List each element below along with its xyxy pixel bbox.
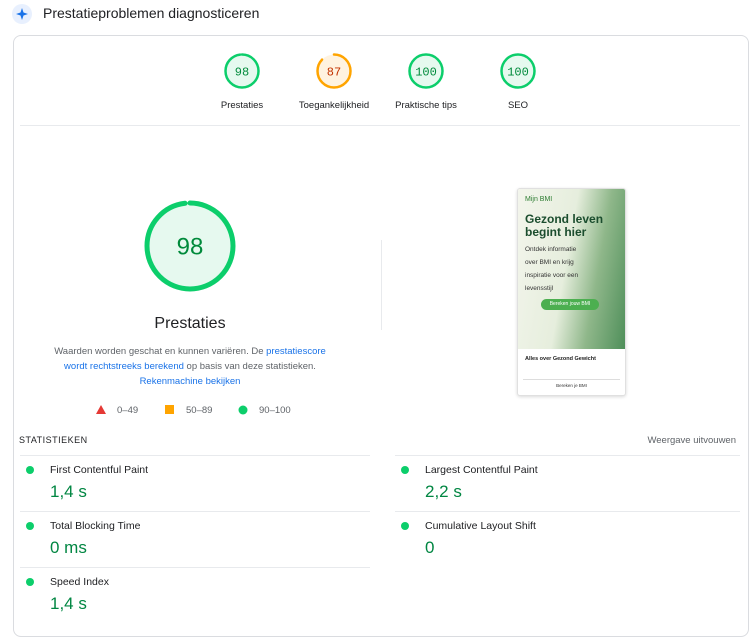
metric-value: 2,2 s — [425, 482, 462, 501]
footer-button: Bereken je BMI — [523, 379, 620, 391]
metric-label: Cumulative Layout Shift — [425, 520, 536, 532]
metric-status-dot — [401, 466, 409, 474]
gauge-score: 100 — [415, 65, 437, 79]
score-gauge[interactable]: 100 — [407, 52, 445, 90]
metric-value: 1,4 s — [50, 594, 87, 613]
gauge-background — [317, 54, 351, 88]
metric-value: 0 — [425, 538, 435, 557]
main-label: Prestaties — [154, 315, 226, 332]
divider — [20, 125, 740, 126]
metric-status-dot — [26, 522, 34, 530]
divider — [381, 240, 382, 330]
header-title: Prestatieproblemen diagnosticeren — [43, 5, 260, 21]
cta-button: Bereken jouw BMI — [541, 299, 599, 310]
metric-label: Speed Index — [50, 576, 109, 588]
headline: Gezond leven begint hier — [525, 212, 604, 239]
metric-row — [20, 455, 370, 456]
gauge-score: 87 — [327, 65, 341, 79]
gauge-background — [409, 54, 443, 88]
legend-label: 50–89 — [186, 405, 213, 416]
legend-fail-icon — [96, 405, 106, 414]
legend-label: 90–100 — [259, 405, 291, 416]
score-gauge: 98 — [144, 200, 236, 292]
metric-value: 0 ms — [50, 538, 87, 557]
gauge-arc — [316, 53, 352, 89]
metric-status-dot — [26, 466, 34, 474]
gauge-score: 98 — [235, 65, 249, 79]
metric-row — [395, 455, 740, 456]
category-label[interactable]: SEO — [507, 100, 529, 111]
metric-status-dot — [26, 578, 34, 586]
gauge-score: 98 — [177, 234, 204, 261]
legend-label: 0–49 — [117, 405, 139, 416]
gauge-background — [147, 203, 233, 289]
text: Waarden worden geschat en kunnen variëre… — [54, 346, 267, 357]
header-icon — [12, 4, 32, 24]
category-label[interactable]: Prestaties — [220, 100, 264, 111]
hero-image — [518, 189, 625, 349]
gauge-background — [501, 54, 535, 88]
legend-average-icon — [165, 405, 174, 414]
intro: Ontdek informatie over BMI en krijg insp… — [525, 246, 579, 292]
metric-row — [395, 511, 740, 512]
metric-label: First Contentful Paint — [50, 464, 149, 476]
gauge-arc — [500, 53, 536, 89]
metric-label: Total Blocking Time — [50, 520, 141, 532]
metric-row — [20, 567, 370, 568]
section-title: Alles over Gezond Gewicht — [525, 356, 596, 362]
category-label[interactable]: Toegankelijkheid — [298, 100, 370, 111]
page-screenshot: Mijn BMI Gezond leven begint hier Ontdek… — [517, 188, 626, 396]
gauge-background — [225, 54, 259, 88]
gauge-score: 100 — [507, 65, 529, 79]
score-description: Waarden worden geschat en kunnen variëre… — [45, 344, 335, 389]
brand: Mijn BMI — [525, 196, 553, 203]
gauge-arc — [144, 200, 236, 292]
legend-pass-icon — [238, 405, 248, 415]
category-label[interactable]: Praktische tips — [395, 100, 457, 111]
gauge-arc — [224, 53, 260, 89]
metric-label: Largest Contentful Paint — [425, 464, 538, 476]
metric-value: 1,4 s — [50, 482, 87, 501]
link[interactable]: Rekenmachine bekijken — [139, 376, 241, 387]
link[interactable]: prestatiescore wordt rechtstreeks bereke… — [64, 346, 326, 372]
score-gauge[interactable]: 87 — [315, 52, 353, 90]
text: op basis van deze statistieken. — [183, 361, 316, 372]
score-gauge[interactable]: 98 — [223, 52, 261, 90]
metric-row — [20, 511, 370, 512]
metrics-title: STATISTIEKEN — [19, 435, 88, 445]
metric-status-dot — [401, 522, 409, 530]
expand-toggle[interactable]: Weergave uitvouwen — [647, 435, 736, 446]
score-gauge[interactable]: 100 — [499, 52, 537, 90]
gauge-arc — [408, 53, 444, 89]
